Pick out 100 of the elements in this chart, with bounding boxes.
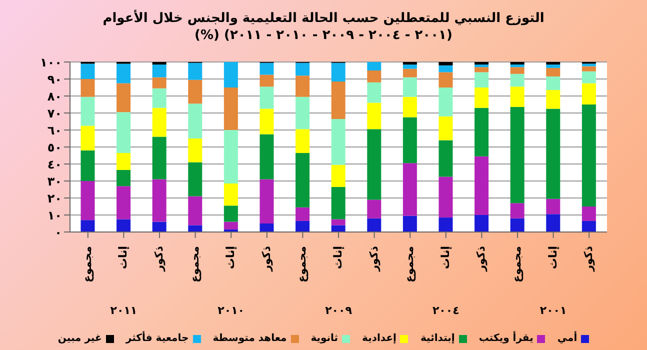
y-tick-label: ٩٠ [47, 72, 62, 86]
legend-label: ثانوية [310, 333, 338, 344]
bar [438, 65, 453, 72]
bar [474, 88, 489, 108]
x-tick-label: مجموع [403, 246, 416, 283]
y-tick-label: ٠ [54, 225, 62, 240]
bar [80, 64, 95, 79]
bar [402, 216, 417, 232]
bar [474, 156, 489, 215]
bar [510, 218, 524, 232]
bar [116, 112, 131, 153]
x-tick-label: مجموع [80, 246, 94, 283]
bar [367, 62, 382, 70]
bar [188, 104, 202, 138]
x-tick-label: إناث [546, 246, 560, 270]
bar [224, 206, 238, 222]
bar [296, 76, 310, 97]
x-tick-label: ذكور [582, 246, 596, 272]
bar [152, 108, 166, 137]
bar [260, 108, 274, 134]
bar [438, 88, 453, 116]
bar [296, 152, 310, 208]
bar [224, 222, 238, 230]
bar [260, 179, 274, 224]
legend-label: جامعية فأكثر [126, 333, 189, 344]
bar [367, 102, 382, 130]
bar [582, 71, 596, 84]
y-tick-label: ٤٠ [47, 157, 62, 172]
text: ٢٠٠١ [540, 304, 567, 317]
bar [188, 62, 202, 80]
x-tick-label: مجموع [510, 246, 524, 283]
bar [474, 215, 489, 232]
bar [402, 77, 417, 97]
bar [296, 129, 310, 153]
x-tick-label: إناث [332, 246, 345, 270]
bar [80, 220, 95, 232]
bar [188, 138, 202, 162]
bar [582, 64, 596, 66]
bar [402, 68, 417, 78]
bar [438, 218, 453, 232]
bar [367, 82, 382, 103]
bar [152, 62, 166, 65]
legend-label: غير مبين [58, 333, 102, 344]
x-tick-label: إناث [224, 246, 238, 270]
bar [116, 152, 131, 170]
bar [80, 181, 95, 220]
bar [510, 107, 524, 204]
bar [152, 179, 166, 222]
bar [331, 62, 346, 82]
bar [152, 77, 166, 88]
bar [546, 108, 560, 199]
legend-label: أمي [557, 333, 578, 344]
x-tick-label: مجموع [188, 246, 202, 283]
bar [224, 130, 238, 184]
bar [224, 88, 238, 130]
bar [331, 118, 346, 165]
bar [188, 80, 202, 104]
legend-label: إعدادية [362, 333, 396, 344]
bar [402, 64, 417, 69]
bar [224, 62, 238, 88]
bar [402, 163, 417, 216]
bar [474, 62, 489, 65]
chart-title: التوزع النسبي للمتعطلين حسب الحالة التعليمية والجنس خلال الأعوام [102, 10, 546, 27]
bar [438, 116, 453, 140]
bar [546, 62, 560, 65]
bar [260, 224, 274, 232]
bar [582, 206, 596, 221]
bar [80, 126, 95, 150]
chart-subtitle: (٢٠٠١ - ٢٠٠٤ - ٢٠٠٩ - ٢٠١٠ - ٢٠١١) (%) [194, 27, 454, 44]
bar [188, 162, 202, 196]
bar [188, 225, 202, 232]
bar [510, 64, 524, 68]
bar [582, 220, 596, 232]
bar [80, 79, 95, 97]
y-tick-label: ٢٠ [47, 191, 62, 206]
bar [80, 96, 95, 126]
x-tick-label: ذكور [367, 246, 380, 272]
bar [116, 83, 131, 112]
bar [438, 140, 453, 177]
text: ٢٠١١ [110, 304, 138, 317]
bar [367, 129, 382, 200]
bar [582, 66, 596, 72]
y-tick-label: ١٠ [47, 208, 62, 222]
bar [296, 207, 310, 221]
bar [402, 117, 417, 164]
bar [582, 83, 596, 104]
bar [546, 68, 560, 76]
bar [402, 62, 417, 65]
bar [296, 96, 310, 130]
bar [152, 136, 166, 180]
bar [188, 196, 202, 226]
bar [260, 62, 274, 75]
text: ٢٠٠٩ [325, 304, 352, 317]
bar [546, 76, 560, 90]
y-tick-label: ٦٠ [47, 123, 62, 138]
bar [367, 70, 382, 82]
bar [152, 88, 166, 108]
bar [546, 90, 560, 109]
bar [474, 108, 489, 156]
bar [402, 96, 417, 118]
